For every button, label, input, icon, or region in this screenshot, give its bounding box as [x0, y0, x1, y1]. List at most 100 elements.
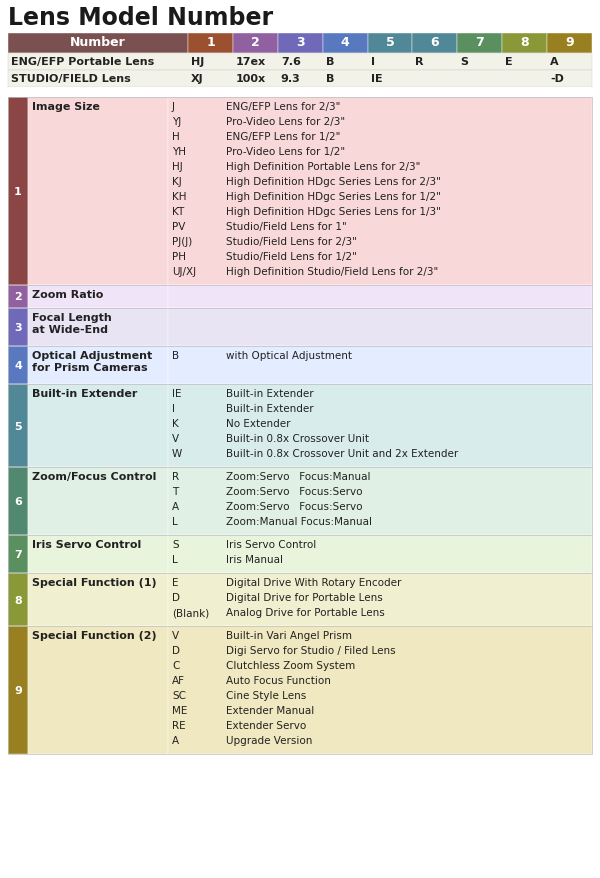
Bar — [8, 309, 28, 347]
Text: YJ: YJ — [172, 117, 181, 126]
Text: PJ(J): PJ(J) — [172, 237, 192, 247]
Text: A: A — [550, 57, 559, 67]
Bar — [8, 97, 592, 285]
Bar — [168, 626, 592, 754]
Text: 17ex: 17ex — [236, 57, 266, 67]
Text: 7: 7 — [14, 550, 22, 559]
Bar — [168, 467, 592, 536]
Text: 5: 5 — [14, 421, 22, 431]
Bar — [8, 385, 28, 467]
Text: E: E — [172, 578, 179, 587]
Text: R: R — [415, 57, 424, 67]
Bar — [8, 536, 592, 573]
Bar — [8, 71, 592, 88]
Bar — [8, 88, 592, 97]
Text: Optical Adjustment
for Prism Cameras: Optical Adjustment for Prism Cameras — [32, 350, 152, 372]
Text: 8: 8 — [14, 594, 22, 605]
Text: Digital Drive With Rotary Encoder: Digital Drive With Rotary Encoder — [226, 578, 401, 587]
Bar — [188, 34, 233, 54]
Text: ENG/EFP Lens for 2/3": ENG/EFP Lens for 2/3" — [226, 102, 340, 112]
Bar — [8, 385, 592, 467]
Text: L: L — [172, 516, 178, 527]
Bar — [8, 285, 592, 309]
Bar — [8, 467, 28, 536]
Text: Iris Servo Control: Iris Servo Control — [32, 539, 141, 550]
Bar — [278, 34, 323, 54]
Text: Cine Style Lens: Cine Style Lens — [226, 690, 306, 700]
Bar — [8, 573, 592, 626]
Bar — [8, 626, 28, 754]
Bar — [168, 573, 592, 626]
Text: SC: SC — [172, 690, 186, 700]
Text: Zoom:Servo   Focus:Manual: Zoom:Servo Focus:Manual — [226, 471, 371, 481]
Bar — [28, 309, 168, 347]
Text: 4: 4 — [341, 36, 349, 49]
Text: Built-in Extender: Built-in Extender — [226, 404, 314, 414]
Text: A: A — [172, 501, 179, 511]
Text: Zoom Ratio: Zoom Ratio — [32, 290, 103, 299]
Text: 5: 5 — [386, 36, 394, 49]
Text: K: K — [172, 419, 179, 428]
Bar — [168, 285, 592, 309]
Text: Special Function (1): Special Function (1) — [32, 578, 157, 587]
Bar — [412, 34, 457, 54]
Text: V: V — [172, 630, 179, 640]
Bar — [28, 97, 168, 285]
Text: Iris Manual: Iris Manual — [226, 554, 283, 565]
Bar — [28, 285, 168, 309]
Text: H: H — [172, 132, 180, 142]
Text: Image Size: Image Size — [32, 102, 100, 112]
Bar — [28, 347, 168, 385]
Text: 100x: 100x — [236, 74, 266, 84]
Text: 9.3: 9.3 — [281, 74, 301, 84]
Text: Clutchless Zoom System: Clutchless Zoom System — [226, 660, 355, 670]
Text: 1: 1 — [206, 36, 215, 49]
Text: 7: 7 — [475, 36, 484, 49]
Text: Studio/Field Lens for 2/3": Studio/Field Lens for 2/3" — [226, 237, 357, 247]
Text: 6: 6 — [431, 36, 439, 49]
Bar — [168, 536, 592, 573]
Bar — [8, 536, 28, 573]
Text: Zoom:Servo   Focus:Servo: Zoom:Servo Focus:Servo — [226, 486, 362, 496]
Text: High Definition HDgc Series Lens for 1/3": High Definition HDgc Series Lens for 1/3… — [226, 206, 441, 217]
Text: (Blank): (Blank) — [172, 608, 209, 617]
Bar — [8, 467, 592, 536]
Text: Number: Number — [70, 36, 126, 49]
Bar — [8, 573, 28, 626]
Bar — [8, 97, 28, 285]
Text: XJ: XJ — [191, 74, 203, 84]
Text: High Definition HDgc Series Lens for 1/2": High Definition HDgc Series Lens for 1/2… — [226, 191, 441, 202]
Text: 3: 3 — [14, 322, 22, 333]
Text: Zoom/Focus Control: Zoom/Focus Control — [32, 471, 157, 481]
Text: PV: PV — [172, 222, 185, 232]
Text: KH: KH — [172, 191, 187, 202]
Text: Extender Manual: Extender Manual — [226, 705, 314, 716]
Bar — [168, 309, 592, 347]
Bar — [28, 536, 168, 573]
Bar — [8, 34, 188, 54]
Text: PH: PH — [172, 252, 186, 262]
Text: IE: IE — [172, 389, 182, 399]
Text: 2: 2 — [14, 292, 22, 302]
Text: ME: ME — [172, 705, 187, 716]
Bar — [28, 467, 168, 536]
Text: Iris Servo Control: Iris Servo Control — [226, 539, 316, 550]
Text: I: I — [371, 57, 374, 67]
Text: S: S — [172, 539, 179, 550]
Text: 8: 8 — [520, 36, 529, 49]
Text: B: B — [172, 350, 179, 361]
Bar — [323, 34, 368, 54]
Bar — [8, 285, 28, 309]
Text: Built-in 0.8x Crossover Unit: Built-in 0.8x Crossover Unit — [226, 434, 369, 443]
Bar — [28, 573, 168, 626]
Text: Special Function (2): Special Function (2) — [32, 630, 157, 640]
Text: ENG/EFP Lens for 1/2": ENG/EFP Lens for 1/2" — [226, 132, 340, 142]
Bar — [168, 347, 592, 385]
Text: Studio/Field Lens for 1": Studio/Field Lens for 1" — [226, 222, 347, 232]
Text: Studio/Field Lens for 1/2": Studio/Field Lens for 1/2" — [226, 252, 357, 262]
Text: Pro-Video Lens for 1/2": Pro-Video Lens for 1/2" — [226, 147, 345, 157]
Bar — [8, 626, 592, 754]
Text: AF: AF — [172, 675, 185, 685]
Text: 9: 9 — [565, 36, 574, 49]
Text: High Definition Studio/Field Lens for 2/3": High Definition Studio/Field Lens for 2/… — [226, 267, 438, 277]
